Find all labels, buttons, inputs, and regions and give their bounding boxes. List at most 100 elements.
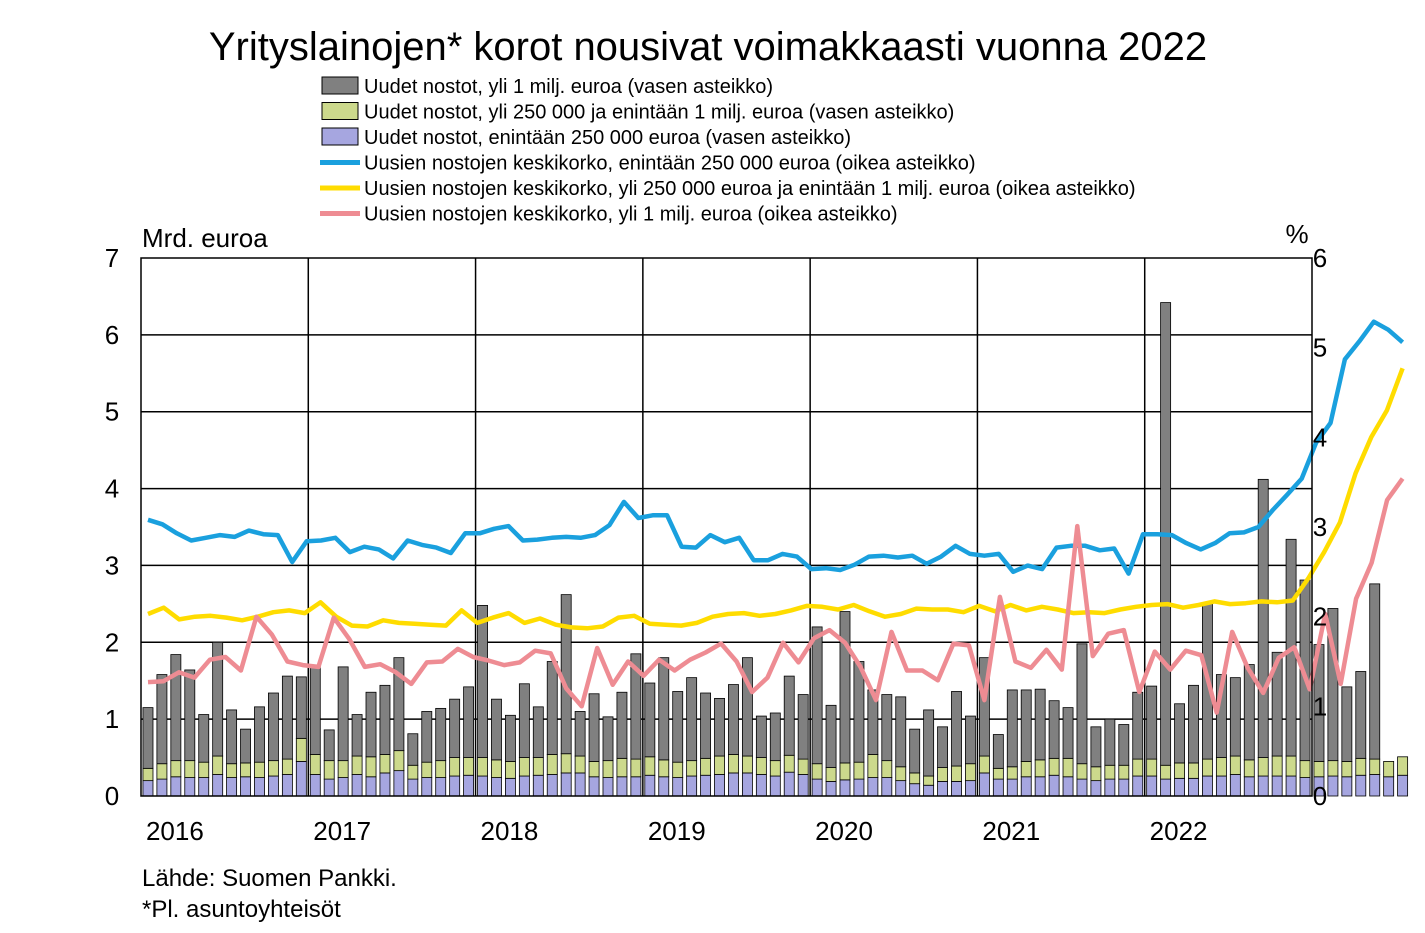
year-label: 2022 — [1150, 816, 1208, 846]
bar-segment-2 — [616, 757, 628, 778]
left-axis-ticks: 0 1 2 3 4 5 6 7 — [105, 243, 119, 811]
year-label: 2021 — [982, 816, 1040, 846]
bar-segment-3 — [1243, 664, 1255, 761]
bar-segment-1 — [1202, 775, 1213, 797]
bar-segment-2 — [1132, 758, 1144, 777]
bar-segment-3 — [1369, 583, 1381, 760]
bar-segment-1 — [449, 775, 461, 797]
bar-segment-1 — [644, 774, 656, 797]
bar-segment-3 — [337, 666, 349, 762]
bar-segment-3 — [853, 661, 865, 763]
bar-segment-2 — [1118, 764, 1130, 780]
bar-segment-2 — [240, 762, 251, 778]
bar-segment-3 — [700, 692, 712, 759]
bar-segment-3 — [421, 711, 433, 763]
left-tick-label: 5 — [105, 397, 119, 427]
bar-segment-2 — [1062, 757, 1074, 778]
bar-segment-1 — [505, 777, 516, 797]
bar-segment-1 — [658, 776, 670, 797]
bar-segment-1 — [839, 779, 851, 797]
bar-segment-1 — [1341, 776, 1353, 797]
bar-segment-2 — [686, 760, 698, 777]
bar-segment-2 — [602, 760, 614, 778]
bar-segment-1 — [728, 772, 739, 797]
bar-segment-2 — [1006, 766, 1018, 780]
bar-segment-2 — [491, 759, 502, 778]
left-tick-label: 0 — [105, 781, 119, 811]
bar-segment-3 — [435, 707, 447, 762]
bar-segment-2 — [1257, 757, 1269, 777]
bar-segment-3 — [1257, 478, 1269, 758]
bar-segment-3 — [1355, 671, 1367, 759]
year-label: 2019 — [648, 816, 706, 846]
plot-frame — [140, 257, 1313, 797]
bar-segment-1 — [170, 776, 182, 797]
bar-segment-3 — [1048, 700, 1060, 759]
bar-segment-1 — [1076, 778, 1088, 797]
bar-segment-1 — [1020, 776, 1032, 797]
bar-segment-2 — [393, 750, 405, 772]
bar-segment-3 — [1327, 608, 1339, 762]
bar-segment-2 — [323, 760, 335, 780]
bar-segment-2 — [379, 754, 391, 774]
year-labels: 2016 2017 2018 2019 2020 2021 2022 — [146, 816, 1208, 846]
bar-segment-2 — [1160, 764, 1172, 780]
bar-segment-3 — [839, 611, 851, 764]
bar-segment-2 — [407, 764, 419, 780]
bar-segment-2 — [365, 756, 377, 778]
bar-segment-3 — [365, 691, 377, 758]
bar-segment-3 — [909, 728, 921, 774]
bar-segment-3 — [728, 684, 739, 755]
bar-segment-1 — [1146, 775, 1158, 797]
bar-segment-2 — [1243, 759, 1255, 778]
bar-segment-1 — [351, 774, 363, 797]
right-tick-label: 0 — [1313, 781, 1327, 811]
bar-segment-3 — [1118, 724, 1130, 766]
bar-segment-3 — [923, 709, 935, 777]
bar-segment-1 — [254, 777, 265, 797]
bar-segment-1 — [602, 777, 614, 797]
bar-segment-1 — [1355, 774, 1367, 797]
legend-item: Uusien nostojen keskikorko, yli 250 000 … — [320, 178, 1136, 200]
bar-segment-3 — [240, 728, 251, 764]
bar-segment-2 — [1355, 757, 1367, 776]
bar-segment-2 — [1104, 764, 1116, 780]
bar-segment-1 — [937, 780, 948, 797]
bar-segment-3 — [574, 711, 586, 757]
legend-label: Uusien nostojen keskikorko, enintään 250… — [364, 153, 975, 175]
bar-segment-3 — [978, 657, 990, 757]
bar-segment-3 — [309, 664, 321, 755]
bar-segment-1 — [700, 774, 712, 797]
bar-segment-2 — [268, 760, 279, 777]
chart-title: Yrityslainojen* korot nousivat voimakkaa… — [209, 25, 1207, 69]
bar-segment-1 — [1369, 774, 1381, 797]
bar-segment-2 — [1299, 760, 1311, 778]
bars — [142, 302, 1409, 797]
bar-segment-2 — [1188, 762, 1199, 779]
bar-segment-1 — [825, 780, 837, 797]
bar-segment-3 — [546, 661, 558, 755]
bar-segment-3 — [463, 686, 475, 758]
bar-segment-2 — [309, 754, 321, 775]
bar-segment-1 — [811, 778, 823, 797]
bar-segment-1 — [435, 777, 447, 797]
bar-segment-1 — [574, 772, 586, 797]
bar-segment-2 — [295, 737, 307, 762]
bar-segment-1 — [295, 761, 307, 797]
left-tick-label: 7 — [105, 243, 119, 273]
bar-segment-1 — [1299, 777, 1311, 797]
left-tick-label: 3 — [105, 550, 119, 580]
bar-segment-1 — [240, 776, 251, 797]
bar-segment-3 — [797, 694, 809, 760]
bar-segment-1 — [1048, 774, 1060, 797]
bar-segment-3 — [825, 704, 837, 768]
bar-segment-3 — [1271, 651, 1283, 757]
line-series-3 — [147, 477, 1405, 715]
bar-segment-2 — [1020, 761, 1032, 778]
bar-segment-1 — [1160, 778, 1172, 797]
legend-label: Uudet nostot, enintään 250 000 euroa (va… — [364, 127, 851, 149]
bar-segment-1 — [1285, 775, 1297, 797]
bar-segment-2 — [170, 760, 182, 778]
bar-segment-3 — [281, 675, 293, 760]
bar-segment-1 — [1383, 776, 1395, 797]
